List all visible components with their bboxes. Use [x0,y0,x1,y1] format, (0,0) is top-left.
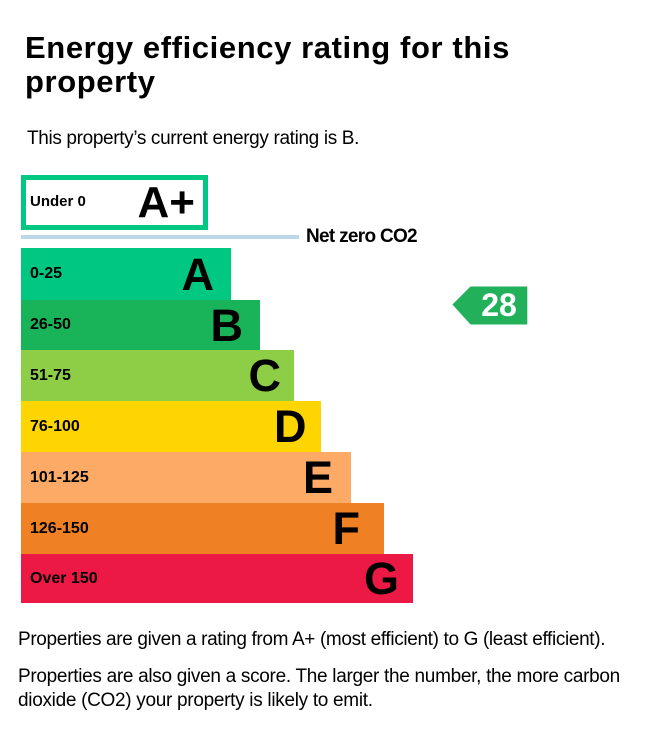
svg-text:28: 28 [481,287,517,323]
